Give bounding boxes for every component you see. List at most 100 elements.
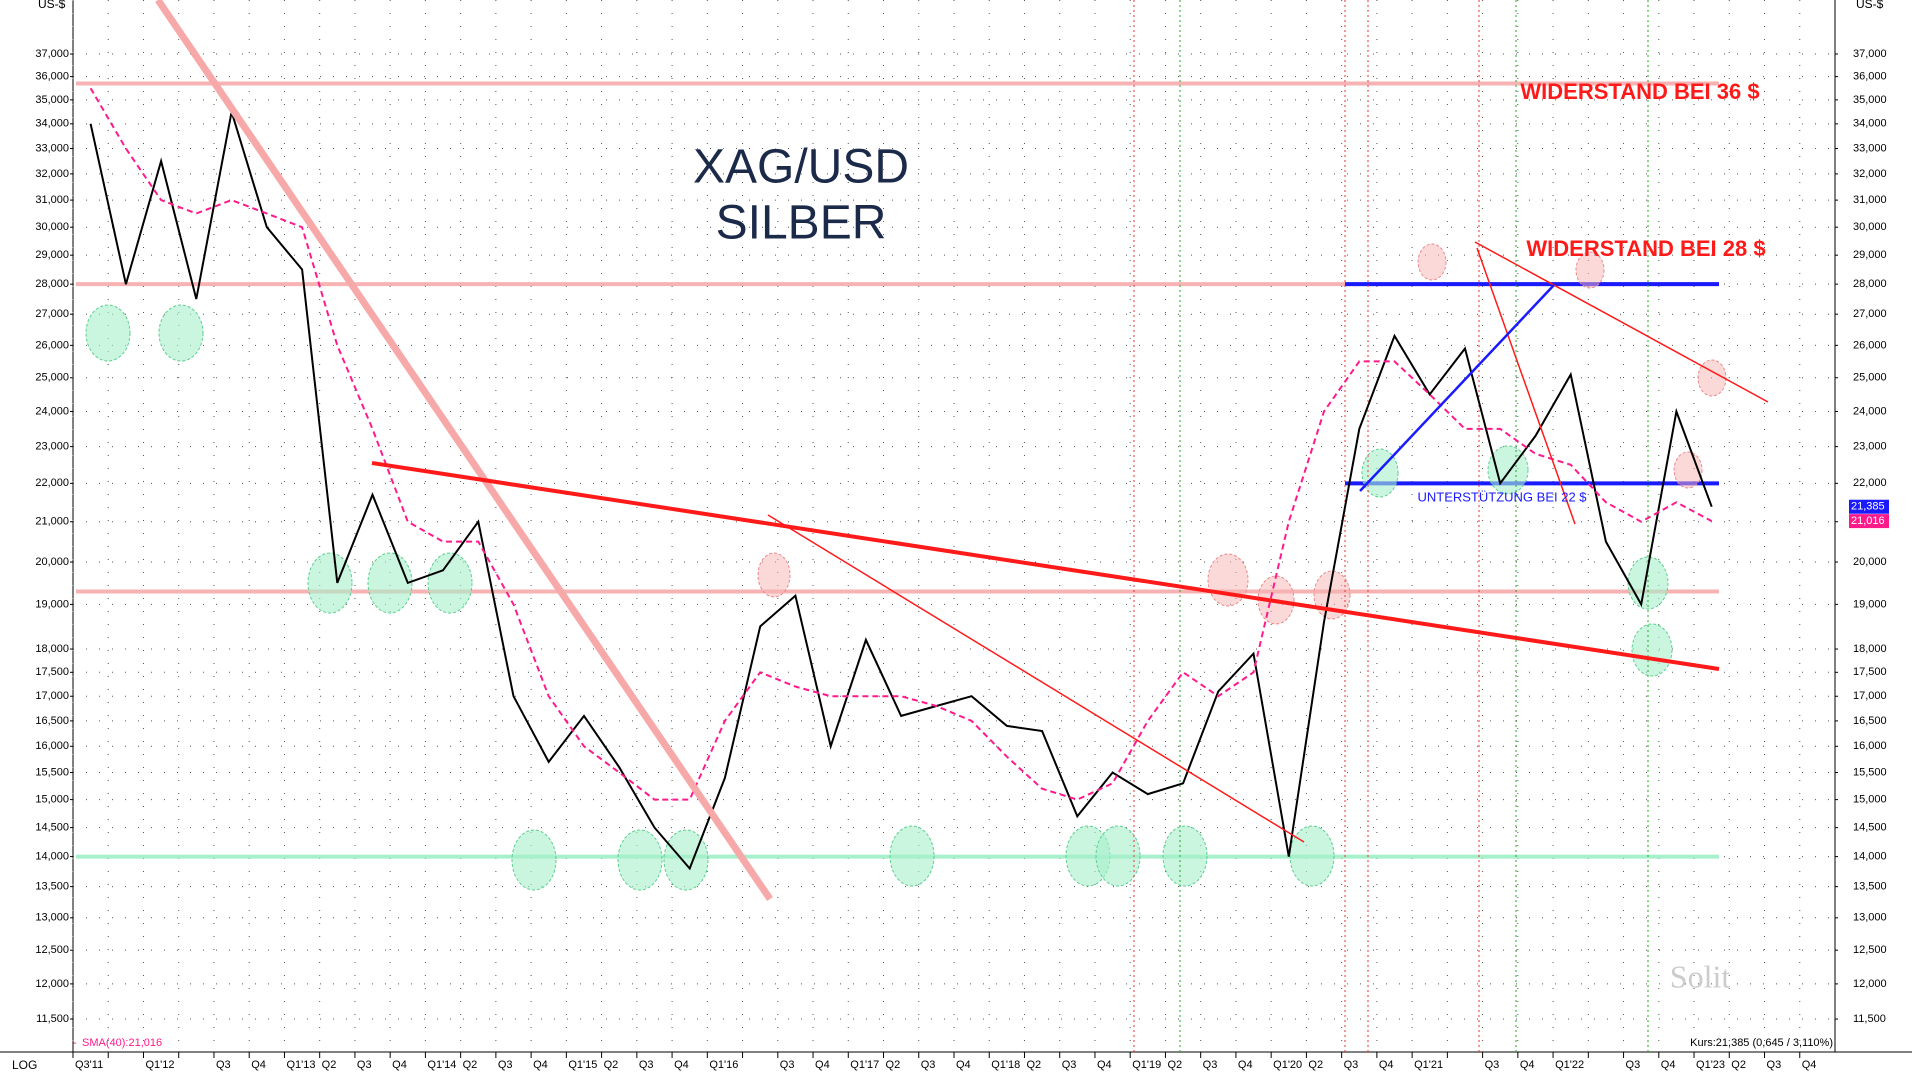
support-circle [307,552,353,614]
x-tick-label: Q4 [1661,1059,1676,1071]
y-tick-label: 33,000 [35,142,69,154]
legend-entry: SMA(40):21,016 [82,1037,162,1049]
x-tick-label: Q2 [1167,1059,1182,1071]
x-tick-label: Q1'16 [709,1059,738,1071]
price-line [89,111,1713,871]
y-tick-label: 16,000 [35,740,69,752]
support-circle [511,829,557,891]
trend-line [1476,247,1576,525]
y-tick-label: 19,000 [1853,598,1887,610]
scale-label: LOG [12,1058,37,1072]
x-tick-label: Q1'18 [991,1059,1020,1071]
x-tick-label: Q4 [815,1059,830,1071]
x-tick-label: Q2 [1731,1059,1746,1071]
y-tick-label: 26,000 [35,339,69,351]
y-tick-label: 27,000 [1853,308,1887,320]
y-tick-label: 30,000 [35,221,69,233]
x-tick-label: Q3 [921,1059,936,1071]
y-tick-label: 15,000 [35,794,69,806]
annotation: WIDERSTAND BEI 36 $ [1520,79,1759,104]
y-tick-label: 13,000 [35,912,69,924]
support-circle [1627,556,1669,610]
x-tick-label: Q4 [251,1059,266,1071]
markup-layer [85,304,1673,891]
x-tick-label: Q2 [463,1059,478,1071]
resistance-circle [1207,553,1249,607]
y-tick-label: 25,000 [1853,372,1887,384]
y-tick-label: 20,000 [35,556,69,568]
x-tick-label: Q4 [533,1059,548,1071]
y-tick-label: 14,500 [35,822,69,834]
last-value-tag [1849,514,1889,529]
y-tick-label: 12,500 [1853,944,1887,956]
y-tick-label: 24,000 [1853,405,1887,417]
y-tick-label: 12,500 [35,944,69,956]
x-tick-label: Q1'22 [1555,1059,1584,1071]
resistance-circle [1417,243,1447,281]
y-tick-label: 28,000 [1853,278,1887,290]
y-tick-label: 36,000 [1853,71,1887,83]
y-tick-label: 14,000 [1853,850,1887,862]
y-tick-label: 34,000 [1853,118,1887,130]
legend-symbol: - [73,1037,77,1049]
y-tick-label: 16,500 [35,715,69,727]
x-tick-label: Q3 [216,1059,231,1071]
last-value-label: 21,385 [1851,501,1885,513]
y-tick-label: 12,000 [1853,978,1887,990]
x-tick-label: Q4 [674,1059,689,1071]
y-tick-label: 18,000 [1853,643,1887,655]
last-value-label: 21,016 [1851,515,1885,527]
y-tick-label: 15,000 [1853,794,1887,806]
quote: Kurs:21,385 (0,645 / 3,110%) [1690,1037,1833,1049]
resistance-circle [757,552,791,598]
x-tick-label: Q3'11 [75,1059,103,1071]
grid [0,0,1912,1058]
y-tick-label: 15,500 [35,766,69,778]
y-tick-label: 20,000 [1853,556,1887,568]
x-tick-label: Q4 [1379,1059,1394,1071]
y-tick-label: 28,000 [35,278,69,290]
x-tick-label: Q3 [1203,1059,1218,1071]
y-tick-label: 11,500 [36,1013,69,1025]
x-tick-label: Q1'12 [145,1059,174,1071]
y-tick-label: 33,000 [1853,142,1887,154]
support-circle [1162,825,1208,887]
y-tick-label: 19,000 [35,598,69,610]
support-circle [889,825,935,887]
annotation: WIDERSTAND BEI 28 $ [1526,236,1765,261]
x-tick-label: Q1'14 [427,1059,456,1071]
x-tick-label: Q3 [498,1059,513,1071]
y-tick-label: 35,000 [35,94,69,106]
trend-line [1474,241,1769,403]
y-tick-label: 13,500 [35,881,69,893]
y-tick-label: 37,000 [35,48,69,60]
trend-lines [155,0,1769,901]
y-tick-label: 14,500 [1853,822,1887,834]
x-tick-label: Q1'13 [286,1059,315,1071]
y-tick-label: 17,000 [1853,690,1887,702]
y-tick-label: 17,000 [35,690,69,702]
x-tick-label: Q2 [1026,1059,1041,1071]
support-circle [158,304,204,362]
markup-layer [1133,0,1649,1052]
trend-line [155,0,773,901]
y-tick-label: 30,000 [1853,221,1887,233]
x-tick-label: Q4 [1097,1059,1112,1071]
y-tick-label: 25,000 [35,372,69,384]
x-tick-label: Q4 [1238,1059,1253,1071]
y-tick-label: 29,000 [1853,249,1887,261]
y-tick-label: 13,000 [1853,912,1887,924]
x-tick-label: Q2 [322,1059,337,1071]
y-tick-label: 16,000 [1853,740,1887,752]
y-tick-label: 32,000 [1853,168,1887,180]
y-tick-label: 23,000 [1853,441,1887,453]
watermark: Solit [1670,958,1731,994]
annotation: UNTERSTÜTZUNG BEI 22 $ [1417,489,1587,504]
y-tick-label: 31,000 [35,194,69,206]
x-tick-label: Q4 [956,1059,971,1071]
x-tick-label: Q2 [886,1059,901,1071]
trend-line [767,514,1305,843]
support-circle [85,304,131,362]
support-circle [663,829,709,891]
